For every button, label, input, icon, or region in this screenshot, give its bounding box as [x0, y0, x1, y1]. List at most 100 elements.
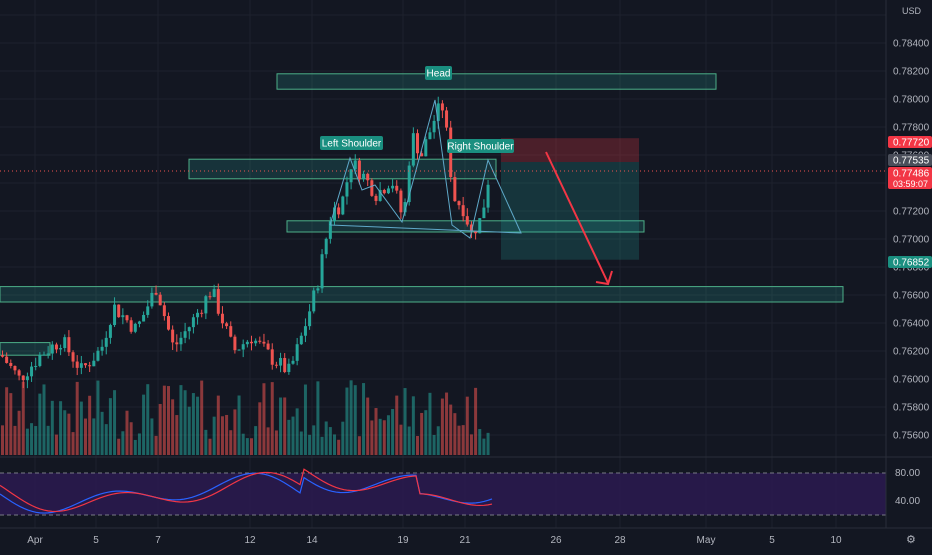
- price-badge-bg: [888, 154, 932, 166]
- candle-body: [129, 320, 133, 332]
- candle-body: [125, 315, 129, 321]
- candle-body: [154, 292, 158, 295]
- candle-body: [79, 363, 83, 368]
- candle-body: [295, 344, 299, 361]
- volume-bar: [50, 400, 54, 455]
- candle-body: [378, 189, 382, 201]
- candle-body: [416, 133, 419, 154]
- settings-icon[interactable]: ⚙: [906, 534, 916, 546]
- currency-label: USD: [902, 6, 922, 16]
- candle-body: [196, 312, 200, 318]
- candle-body: [362, 173, 366, 180]
- volume-bar: [96, 380, 100, 455]
- stoch-k-line: [0, 472, 493, 514]
- candle-body: [399, 190, 403, 213]
- candle-body: [5, 356, 9, 363]
- volume-bar: [5, 387, 9, 455]
- volume-bar: [440, 398, 444, 455]
- candle-body: [424, 139, 428, 157]
- volume-bar: [54, 434, 58, 455]
- volume-bar: [59, 401, 63, 455]
- volume-bar: [137, 433, 141, 455]
- volume-bar: [428, 392, 432, 455]
- volume-bar: [299, 431, 303, 455]
- volume-bar: [353, 385, 357, 455]
- volume-bar: [411, 396, 415, 455]
- price-tick: 0.75800: [893, 403, 930, 414]
- volume-bar: [229, 430, 233, 455]
- candle-body: [312, 290, 316, 312]
- volume-bar: [34, 426, 38, 455]
- volume-bar: [270, 382, 274, 455]
- stop-loss-box[interactable]: [501, 138, 639, 162]
- candle-body: [71, 352, 75, 362]
- candle-body: [21, 375, 25, 381]
- price-tick: 0.76000: [893, 375, 930, 386]
- candle-body: [175, 342, 179, 345]
- volume-bar: [171, 399, 175, 455]
- volume-bar: [407, 426, 411, 455]
- volume-bar: [133, 439, 137, 455]
- candle-body: [337, 207, 341, 215]
- candle-body: [407, 165, 411, 203]
- candle-body: [237, 349, 241, 351]
- price-tick: 0.77200: [893, 207, 930, 218]
- volume-bar: [100, 411, 104, 455]
- volume-bar: [9, 393, 13, 455]
- candle-body: [220, 313, 224, 324]
- candle-body: [108, 325, 112, 338]
- candle-body: [96, 350, 100, 361]
- price-badge-bg: [888, 256, 932, 268]
- take-profit-box[interactable]: [501, 162, 639, 260]
- candle-body: [250, 341, 253, 344]
- volume-bar: [303, 384, 307, 455]
- volume-bar: [187, 406, 191, 455]
- time-tick: 12: [244, 535, 256, 546]
- volume-bar: [295, 408, 299, 455]
- candle-body: [474, 230, 478, 234]
- volume-bar: [142, 394, 146, 455]
- left-shoulder-label-bg: [320, 136, 383, 150]
- candle-body: [328, 221, 332, 239]
- volume-bar: [366, 397, 370, 455]
- candle-body: [345, 182, 349, 197]
- volume-bar: [362, 383, 366, 455]
- time-tick: 26: [550, 535, 562, 546]
- candle-body: [333, 207, 336, 222]
- price-tick: 0.77000: [893, 235, 930, 246]
- zone-support: [0, 286, 844, 303]
- candle-body: [291, 360, 295, 364]
- time-tick: Apr: [27, 535, 43, 546]
- volume-bar: [333, 434, 336, 455]
- candle-body: [142, 314, 146, 322]
- volume-bar: [382, 420, 386, 455]
- volume-bar: [349, 380, 353, 455]
- candle-body: [42, 354, 46, 356]
- volume-bar: [436, 426, 440, 455]
- price-badge-bg: [888, 136, 932, 148]
- volume-bar: [42, 384, 46, 455]
- volume-bar: [274, 430, 278, 455]
- pattern-outline: [329, 99, 522, 239]
- candle-body: [366, 173, 370, 181]
- zone-lower: [0, 342, 51, 356]
- candle-body: [382, 189, 386, 194]
- stoch-tick: 40.00: [895, 496, 920, 507]
- volume-bar: [75, 381, 79, 455]
- volume-bar: [158, 403, 162, 455]
- volume-bar: [216, 395, 220, 455]
- candle-body: [38, 354, 42, 366]
- volume-bar: [17, 410, 21, 455]
- volume-bar: [183, 390, 187, 455]
- volume-bar: [241, 433, 245, 455]
- candle-body: [92, 360, 96, 367]
- volume-bar: [21, 381, 25, 455]
- short-arrow: [545, 151, 609, 284]
- volume-bar: [179, 385, 183, 455]
- right-shoulder-label: Right Shoulder: [447, 142, 514, 153]
- volume-bar: [208, 438, 212, 455]
- volume-bar: [63, 410, 67, 455]
- candle-body: [266, 343, 270, 350]
- candle-body: [386, 188, 390, 194]
